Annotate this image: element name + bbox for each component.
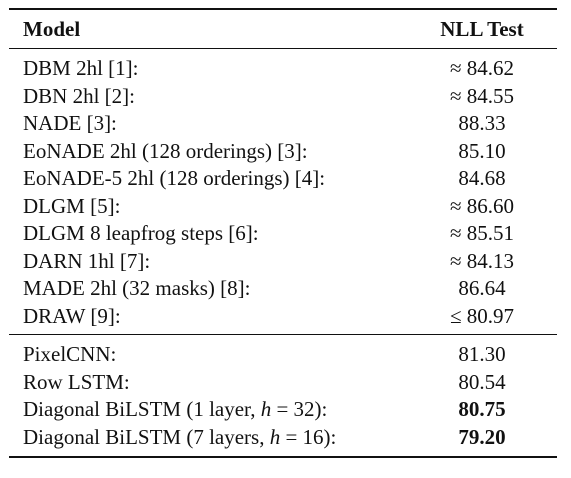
table-row: EoNADE-5 2hl (128 orderings) [4]: 84.68 — [9, 165, 557, 193]
results-table: Model NLL Test DBM 2hl [1]: ≈ 84.62 DBN … — [9, 8, 557, 458]
header-nll: NLL Test — [440, 16, 524, 41]
model-name-suffix: = 16): — [280, 424, 337, 449]
nll-value: ≈ 84.55 — [449, 83, 515, 108]
section-rule — [9, 334, 557, 335]
model-name: DLGM 8 leapfrog steps [6]: — [23, 221, 259, 246]
table-row: Diagonal BiLSTM (1 layer, h = 32): 80.75 — [9, 396, 557, 424]
nll-value: 79.20 — [458, 424, 506, 449]
model-name: DARN 1hl [7]: — [23, 248, 151, 273]
proposed-section: PixelCNN: 81.30 Row LSTM: 80.54 Diagonal… — [9, 335, 557, 456]
model-name: EoNADE-5 2hl (128 orderings) [4]: — [23, 166, 326, 191]
nll-value: 88.33 — [458, 111, 506, 136]
table-row: Row LSTM: 80.54 — [9, 369, 557, 397]
table-row: DBN 2hl [2]: ≈ 84.55 — [9, 83, 557, 111]
table-row: DLGM 8 leapfrog steps [6]: ≈ 85.51 — [9, 220, 557, 248]
table-row: Diagonal BiLSTM (7 layers, h = 16): 79.2… — [9, 424, 557, 452]
table-row: NADE [3]: 88.33 — [9, 110, 557, 138]
table-row: DBM 2hl [1]: ≈ 84.62 — [9, 55, 557, 83]
model-name: DRAW [9]: — [23, 303, 121, 328]
model-name-suffix: = 32): — [271, 397, 328, 422]
model-name: MADE 2hl (32 masks) [8]: — [23, 276, 251, 301]
model-name: DLGM [5]: — [23, 193, 121, 218]
model-name: NADE [3]: — [23, 111, 117, 136]
table-row: DARN 1hl [7]: ≈ 84.13 — [9, 248, 557, 276]
model-name-prefix: Diagonal BiLSTM (7 layers, — [23, 424, 270, 449]
header-rule — [9, 48, 557, 49]
table-row: DLGM [5]: ≈ 86.60 — [9, 193, 557, 221]
table-row: MADE 2hl (32 masks) [8]: 86.64 — [9, 275, 557, 303]
nll-value: ≈ 86.60 — [449, 193, 515, 218]
nll-value: 86.64 — [458, 276, 506, 301]
model-name: DBM 2hl [1]: — [23, 56, 139, 81]
top-rule — [9, 8, 557, 10]
nll-value: 80.75 — [458, 397, 506, 422]
table-row: PixelCNN: 81.30 — [9, 341, 557, 369]
header-model: Model — [23, 16, 81, 41]
nll-value: ≈ 85.51 — [449, 221, 515, 246]
model-name: DBN 2hl [2]: — [23, 83, 135, 108]
nll-value: ≈ 84.13 — [449, 248, 515, 273]
table-row: EoNADE 2hl (128 orderings) [3]: 85.10 — [9, 138, 557, 166]
table-header-row: Model NLL Test — [9, 10, 557, 48]
model-name: Diagonal BiLSTM (7 layers, h = 16): — [9, 424, 407, 449]
model-name-variable: h — [269, 424, 281, 449]
model-name-variable: h — [260, 397, 272, 422]
nll-value: 84.68 — [458, 166, 506, 191]
bottom-rule — [9, 456, 557, 458]
model-name: Diagonal BiLSTM (1 layer, h = 32): — [9, 399, 407, 420]
nll-value: ≈ 84.62 — [449, 56, 515, 81]
nll-value: 85.10 — [458, 138, 506, 163]
baselines-section: DBM 2hl [1]: ≈ 84.62 DBN 2hl [2]: ≈ 84.5… — [9, 49, 557, 334]
nll-value: 81.30 — [458, 342, 506, 367]
nll-value: ≤ 80.97 — [449, 303, 515, 328]
model-name-prefix: Diagonal BiLSTM (1 layer, — [23, 397, 261, 422]
model-name: Row LSTM: — [23, 369, 130, 394]
table-row: DRAW [9]: ≤ 80.97 — [9, 303, 557, 331]
model-name: PixelCNN: — [23, 342, 117, 367]
nll-value: 80.54 — [458, 369, 506, 394]
model-name: EoNADE 2hl (128 orderings) [3]: — [23, 138, 308, 163]
